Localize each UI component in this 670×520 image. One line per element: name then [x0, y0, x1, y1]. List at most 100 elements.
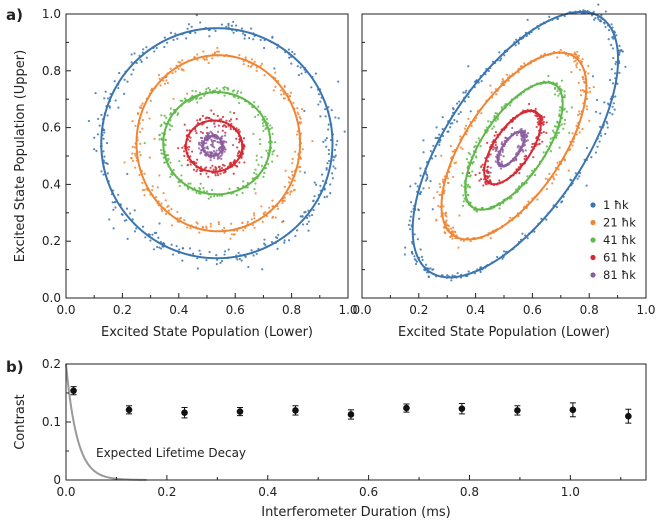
pB-point-s3-158	[485, 169, 488, 173]
pA-point-s0-308	[288, 56, 291, 59]
pB-point-s1-226	[578, 110, 581, 113]
panel-a-right-y-ticks	[362, 13, 367, 299]
pA-point-s0-148	[334, 116, 337, 119]
pA-point-s0-250	[273, 67, 276, 70]
pB-point-s0-323	[503, 54, 506, 57]
pA-point-s0-27	[241, 32, 245, 35]
pA-point-s4-121	[223, 150, 226, 153]
pA-point-s1-254	[139, 154, 142, 157]
pA-point-s2-83	[195, 97, 198, 100]
pA-point-s1-199	[195, 221, 198, 224]
pB-point-s0-136	[431, 208, 434, 211]
pB-point-s0-277	[609, 78, 612, 82]
pA-point-s1-234	[209, 222, 212, 225]
pA-point-s3-42	[232, 111, 236, 115]
pA-point-s2-37	[270, 126, 274, 129]
pB-point-s0-184	[409, 215, 413, 218]
pA-point-s0-11	[118, 71, 121, 75]
pA-point-s3-38	[222, 171, 225, 174]
pA-point-s1-135	[133, 146, 136, 149]
pA-point-s2-234	[207, 197, 210, 200]
pA-point-s0-162	[277, 233, 280, 236]
pB-point-s0-349	[600, 134, 603, 137]
pA-xtick-label-3: 0.6	[226, 303, 245, 317]
pB-point-s4-129	[502, 155, 505, 158]
pB-point-s0-116	[597, 18, 600, 21]
pB-point-s0-355	[610, 23, 613, 26]
pA-point-s0-39	[102, 137, 105, 140]
pA-xtick-label-4: 0.8	[282, 303, 301, 317]
pB-point-s1-50	[585, 105, 588, 108]
pA-point-s0-5	[140, 60, 143, 63]
pB-fit-4	[496, 130, 526, 168]
pB-point-s0-378	[606, 122, 609, 125]
pA-point-s3-215	[228, 120, 231, 123]
pA-point-s0-189	[130, 53, 133, 56]
pA-point-s1-284	[250, 58, 254, 61]
pB-point-s3-165	[543, 115, 546, 119]
pA-point-s1-219	[263, 74, 266, 77]
pB-point-s0-29	[612, 102, 615, 105]
pA-point-s3-85	[238, 150, 241, 153]
pA-point-s1-9	[281, 201, 284, 205]
pB-point-s2-214	[469, 201, 472, 204]
pA-point-s1-49	[164, 199, 167, 202]
pB-point-s1-202	[566, 54, 570, 57]
pA-point-s2-23	[262, 129, 265, 133]
pB-point-s0-155	[450, 279, 453, 282]
pA-point-s3-150	[220, 118, 223, 121]
pA-point-s2-51	[261, 122, 264, 125]
pA-point-s2-9	[216, 194, 219, 197]
pB-fit-0	[411, 10, 620, 279]
pA-point-s0-321	[149, 239, 152, 242]
pA-point-s4-81	[219, 155, 222, 158]
pA-point-s0-123	[308, 214, 311, 217]
pA-point-s1-271	[261, 220, 264, 223]
pA-point-s0-275	[157, 236, 160, 239]
pB-point-s1-3	[441, 178, 444, 181]
pB-point-s0-353	[417, 208, 420, 212]
pB-point-s0-248	[409, 201, 413, 204]
pA-point-s1-224	[150, 188, 154, 192]
pA-point-s0-319	[187, 23, 191, 26]
pA-point-s1-197	[249, 65, 252, 68]
pA-point-s0-63	[324, 139, 327, 142]
pB-point-s2-165	[555, 82, 558, 85]
pA-point-s2-99	[172, 168, 175, 172]
pA-point-s2-209	[199, 182, 202, 185]
pA-point-s0-263	[303, 171, 306, 174]
pA-point-s1-218	[134, 154, 137, 157]
pA-point-s0-64	[332, 159, 335, 162]
pB-point-s1-38	[463, 127, 467, 130]
pA-point-s3-198	[224, 170, 227, 173]
pB-point-s3-52	[534, 107, 537, 110]
pB-point-s1-294	[457, 246, 460, 249]
pA-point-s1-226	[174, 70, 177, 73]
pA-point-s0-71	[294, 234, 297, 238]
pB-point-s1-87	[586, 91, 589, 94]
pA-point-s1-22	[242, 63, 245, 66]
pB-point-s2-163	[556, 90, 559, 93]
pA-point-s0-202	[114, 206, 117, 209]
pA-point-s2-199	[165, 154, 168, 157]
pA-point-s0-33	[188, 247, 192, 250]
pB-point-s3-192	[487, 170, 490, 174]
pA-point-s0-17	[133, 209, 136, 212]
pB-point-s3-104	[493, 134, 496, 137]
pB-point-s3-197	[486, 165, 490, 168]
pB-point-s0-175	[418, 217, 421, 220]
pB-point-s0-338	[410, 250, 414, 254]
pA-point-s0-242	[102, 150, 105, 153]
pB-point-s1-9	[579, 94, 583, 97]
pB-point-s0-245	[458, 100, 461, 103]
pA-point-s1-202	[300, 121, 303, 124]
pB-point-s0-68	[576, 177, 579, 180]
pA-point-s1-105	[289, 177, 292, 180]
pA-point-s0-199	[145, 46, 148, 49]
pA-point-s0-93	[98, 124, 101, 127]
pB-point-s3-132	[486, 141, 489, 144]
pA-point-s1-78	[253, 60, 256, 63]
pA-point-s1-24	[160, 207, 163, 211]
pB-point-s0-292	[526, 18, 529, 22]
pA-point-s0-55	[238, 257, 242, 261]
